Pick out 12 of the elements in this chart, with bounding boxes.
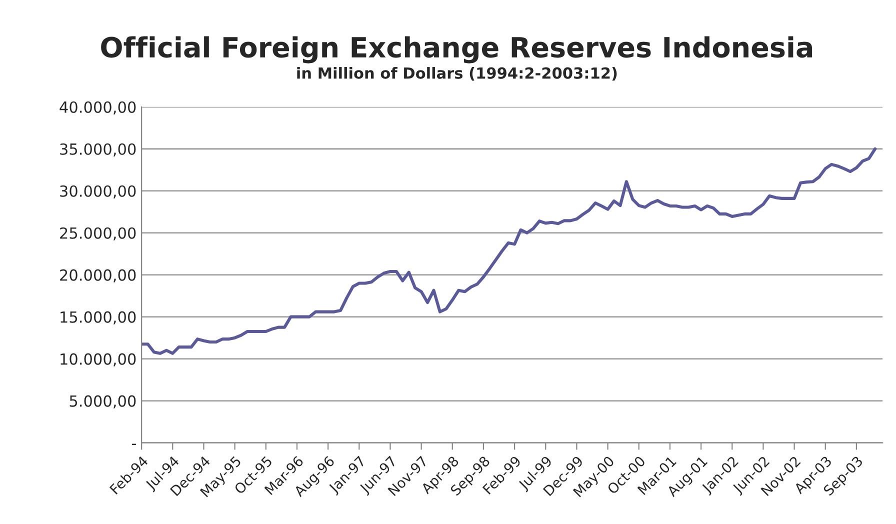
line-series <box>142 147 877 355</box>
y-tick-label: 30.000,00 <box>60 185 136 198</box>
y-tick-label: 15.000,00 <box>60 311 136 324</box>
y-tick-label: 20.000,00 <box>60 269 136 282</box>
y-tick-label: 25.000,00 <box>60 227 136 240</box>
y-tick-label: 5.000,00 <box>70 395 136 408</box>
chart-subtitle: in Million of Dollars (1994:2-2003:12) <box>297 67 617 81</box>
y-tick-label: - <box>132 444 136 446</box>
y-tick-label: 40.000,00 <box>60 101 136 114</box>
chart-title: Official Foreign Exchange Reserves Indonesia <box>101 36 812 64</box>
y-tick-label: 10.000,00 <box>60 353 136 366</box>
y-tick-label: 35.000,00 <box>60 143 136 156</box>
